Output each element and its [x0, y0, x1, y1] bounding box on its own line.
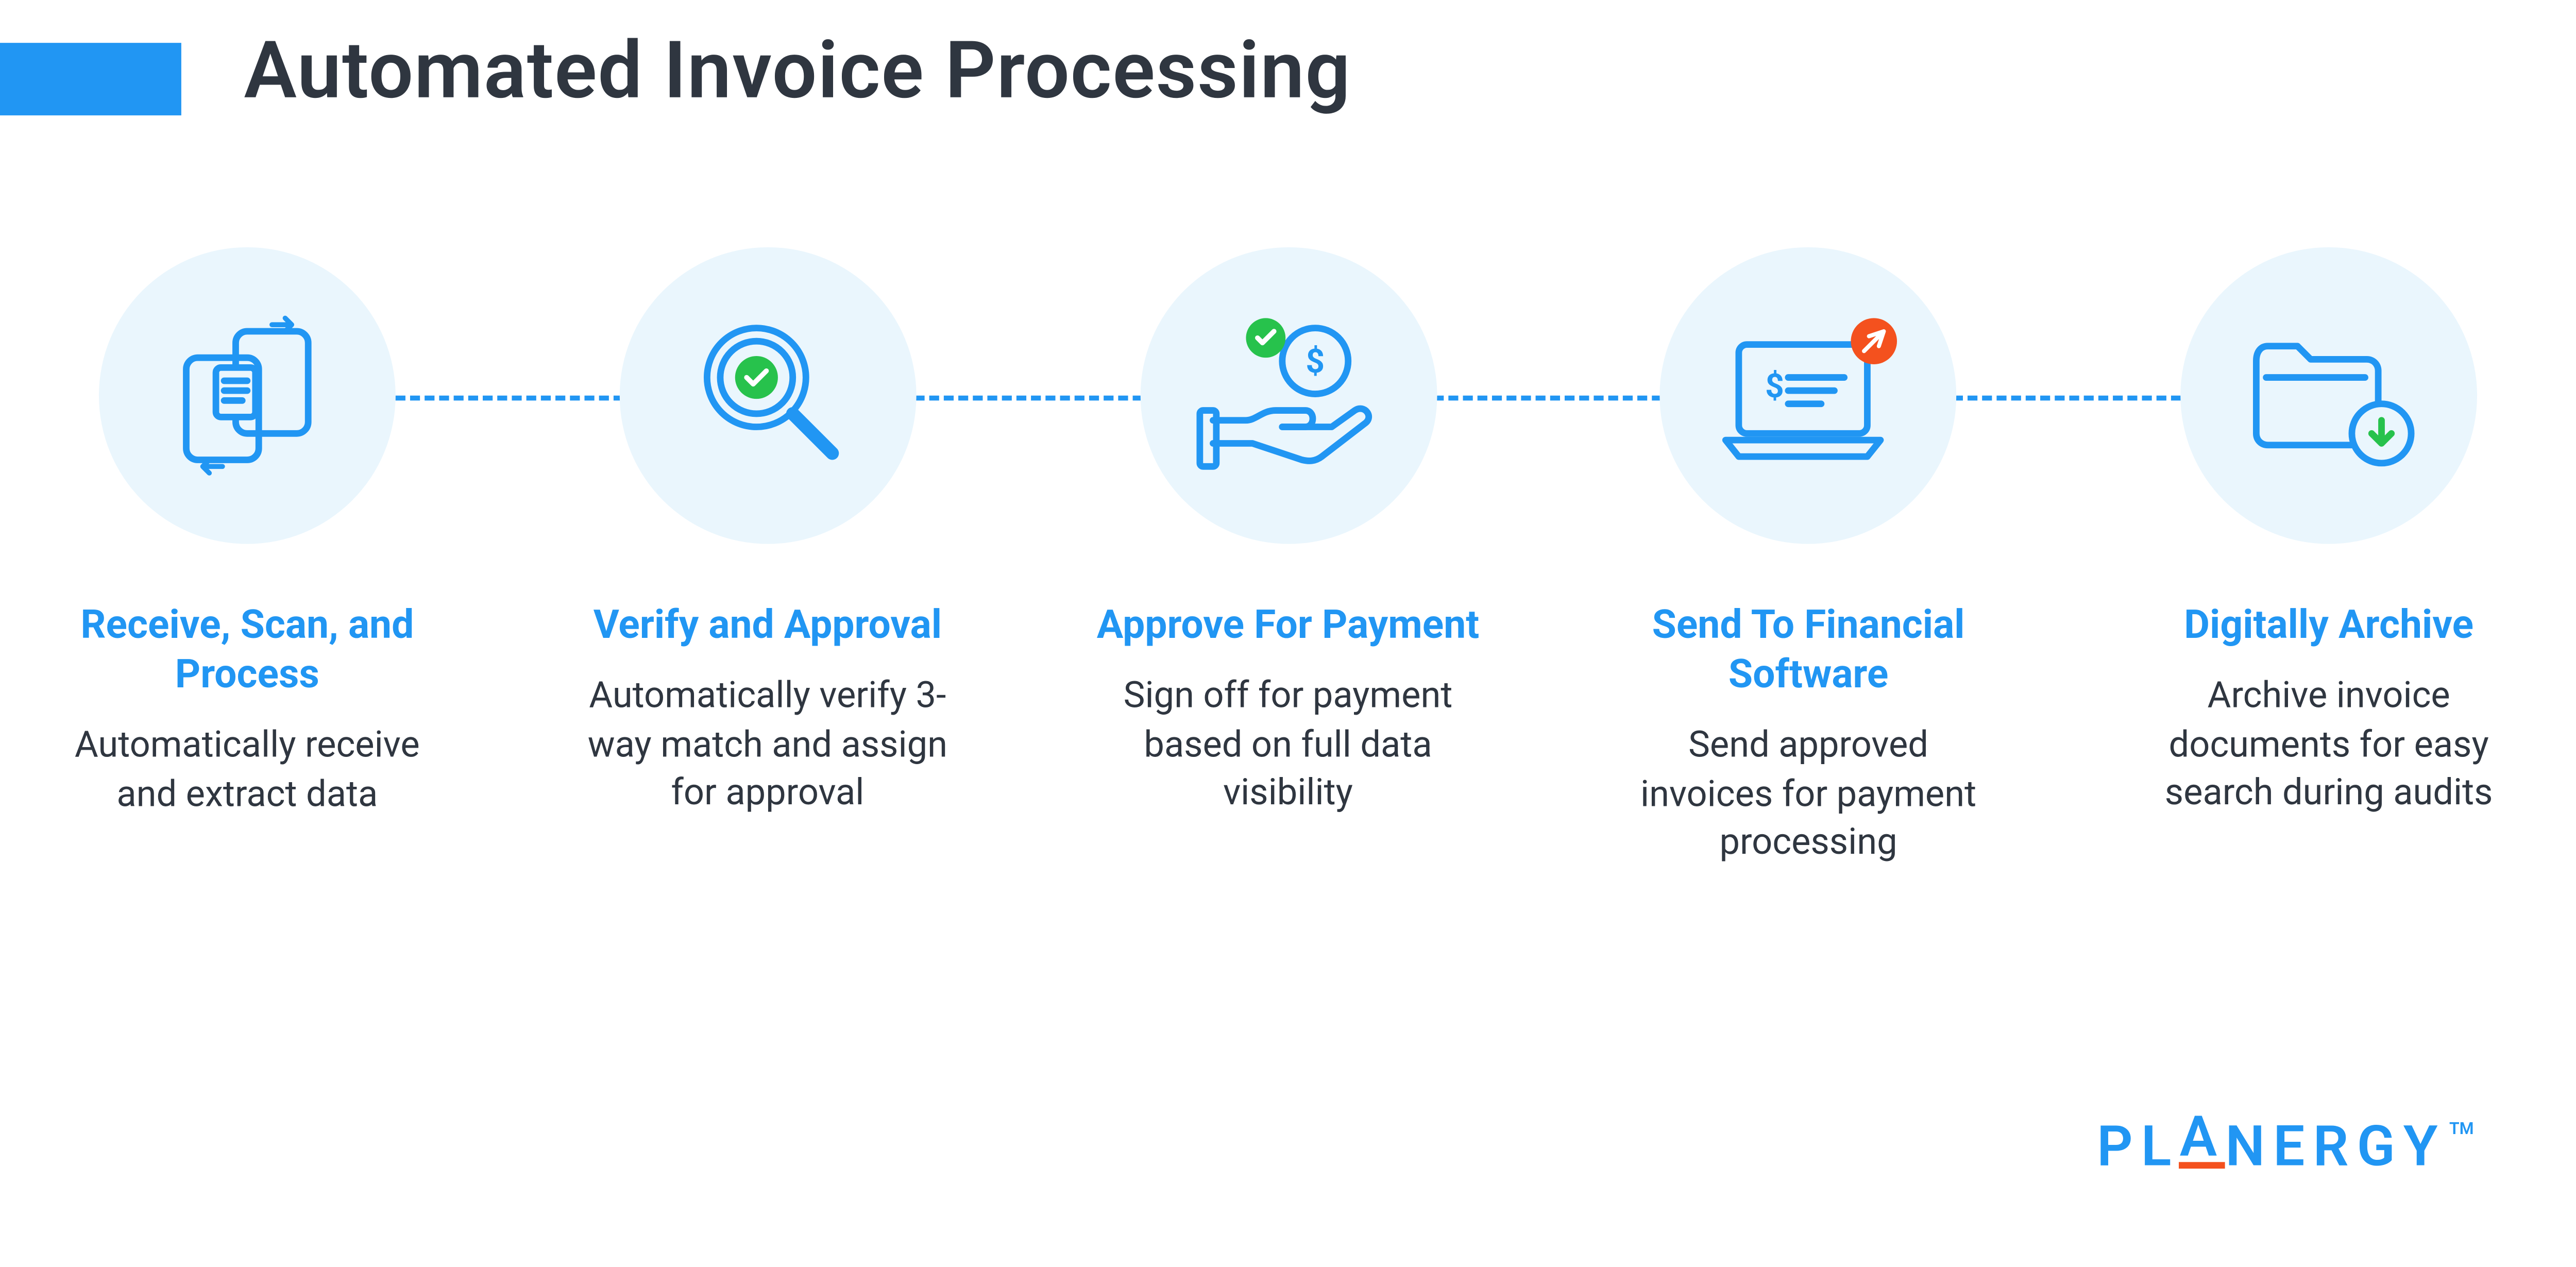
step-title: Approve For Payment — [1097, 600, 1480, 649]
step-title: Send To Financial Software — [1611, 600, 2006, 699]
svg-text:$: $ — [1766, 367, 1785, 406]
step-send: $ Send To Financial Software Send approv… — [1611, 247, 2006, 869]
step-desc: Automatically receive and extract data — [58, 722, 437, 820]
svg-text:$: $ — [1305, 342, 1324, 381]
infographic-canvas: Automated Invoice Processing — [0, 0, 2576, 1217]
step-verify: Verify and Approval Automatically verify… — [570, 247, 965, 819]
step-approve: $ Approve For Payment Sign off for payme… — [1090, 247, 1486, 819]
receive-scan-icon — [99, 247, 396, 544]
brand-logo: PLANERGYTM — [2097, 1114, 2474, 1180]
page-title: Automated Invoice Processing — [244, 23, 1351, 117]
step-archive: Digitally Archive Archive invoice docume… — [2131, 247, 2527, 819]
step-desc: Automatically verify 3-way match and ass… — [578, 672, 957, 819]
logo-accent-letter: A — [2180, 1114, 2226, 1169]
step-desc: Archive invoice documents for easy searc… — [2139, 672, 2518, 819]
archive-icon — [2180, 247, 2477, 544]
approve-payment-icon: $ — [1140, 247, 1436, 544]
verify-icon — [619, 247, 916, 544]
steps-row: Receive, Scan, and Process Automatically… — [49, 247, 2527, 869]
step-desc: Send approved invoices for payment proce… — [1619, 722, 1998, 869]
logo-tm: TM — [2449, 1121, 2474, 1139]
send-software-icon: $ — [1660, 247, 1957, 544]
logo-text-part2: NERGY — [2225, 1114, 2446, 1180]
step-title: Digitally Archive — [2184, 600, 2473, 649]
title-accent-bar — [0, 43, 181, 115]
step-title: Verify and Approval — [594, 600, 942, 649]
step-title: Receive, Scan, and Process — [49, 600, 445, 699]
step-receive: Receive, Scan, and Process Automatically… — [49, 247, 445, 820]
step-desc: Sign off for payment based on full data … — [1098, 672, 1478, 819]
logo-text-part1: PL — [2097, 1114, 2180, 1180]
